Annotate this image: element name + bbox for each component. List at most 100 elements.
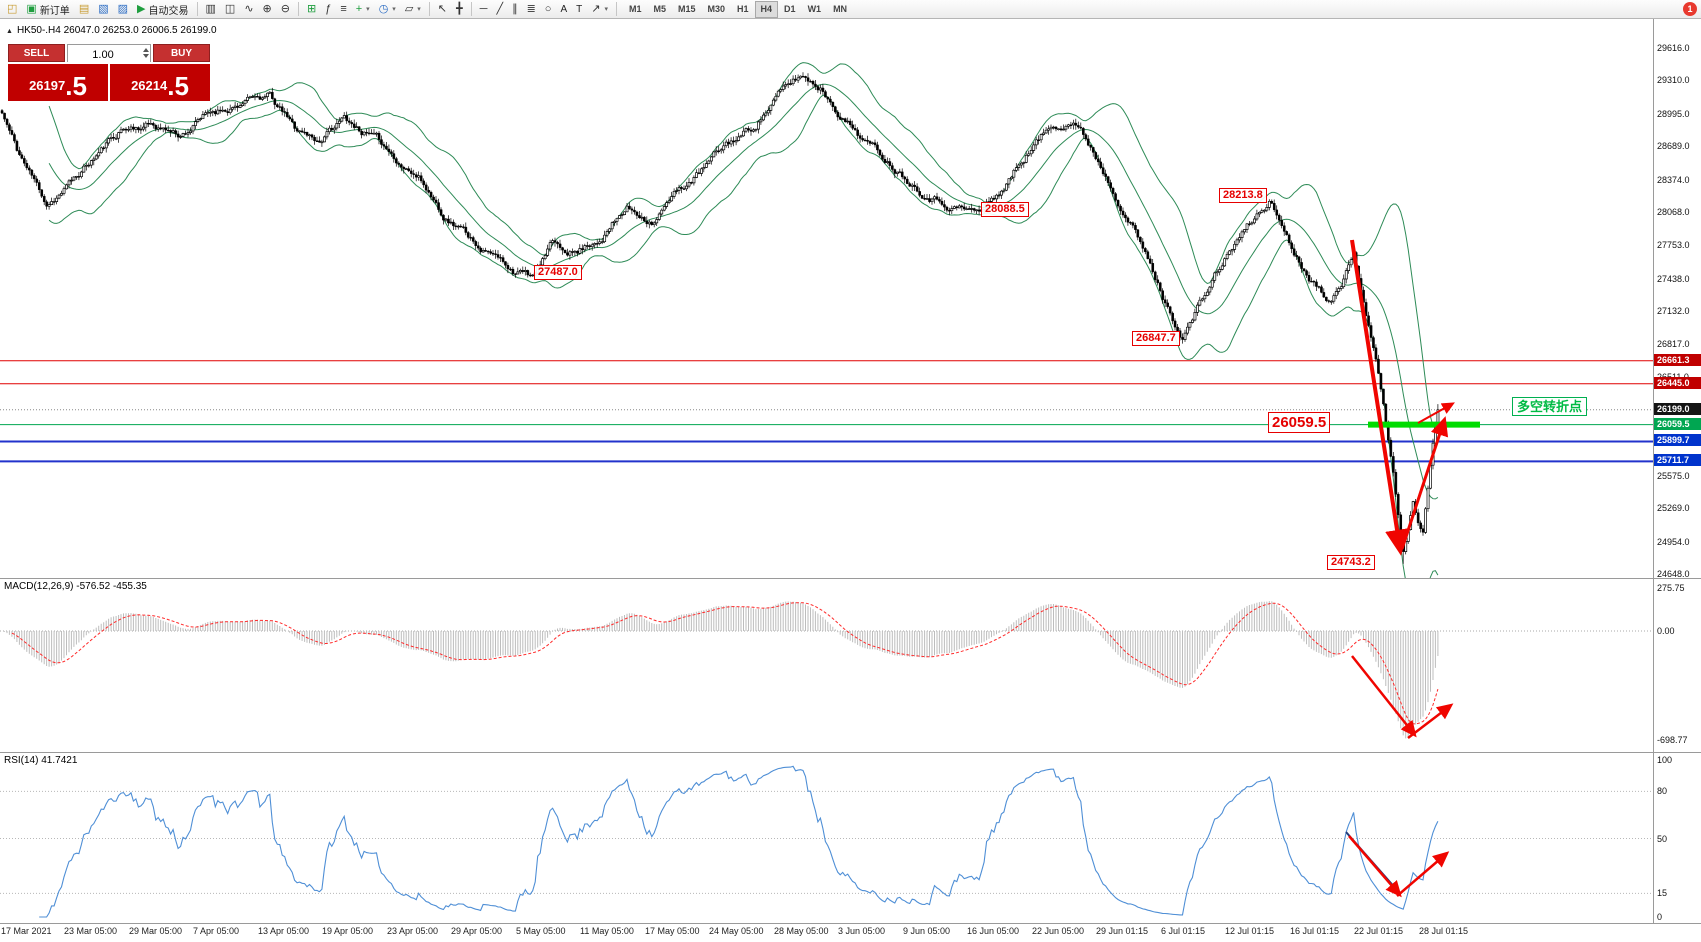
buy-button[interactable]: BUY: [153, 44, 210, 62]
price-tick-label: 27132.0: [1657, 306, 1690, 316]
price-tick-label: 29310.0: [1657, 75, 1690, 85]
autotrading-button[interactable]: ▶ 自动交易: [133, 1, 192, 18]
arrows-tool-button[interactable]: ↗ ▾: [587, 1, 612, 18]
date-tick-label: 7 Apr 05:00: [193, 926, 240, 936]
new-chart-button[interactable]: ◰: [3, 1, 21, 18]
terminal-button[interactable]: ▨: [114, 1, 132, 18]
tf-mn-button[interactable]: MN: [827, 1, 853, 18]
toolbar-separator: [428, 2, 430, 16]
price-annotation[interactable]: 28213.8: [1219, 188, 1267, 203]
date-tick-label: 28 Jul 01:15: [1419, 926, 1469, 936]
date-tick-label: 17 May 05:00: [645, 926, 700, 936]
add-indicator-icon: +: [355, 2, 363, 15]
price-annotation[interactable]: 24743.2: [1327, 555, 1375, 570]
zoom-out-button[interactable]: ⊖: [277, 1, 294, 18]
timeframe-bar: M1 M5 M15 M30 H1 H4 D1 W1 MN: [623, 0, 853, 18]
tf-m15-button[interactable]: M15: [672, 1, 702, 18]
navigator-icon: ▧: [98, 2, 109, 15]
tf-w1-button[interactable]: W1: [802, 1, 828, 18]
indicator-list-button[interactable]: ≡: [336, 1, 350, 18]
macd-tick-label: -698.77: [1657, 735, 1688, 745]
text-button[interactable]: A: [556, 1, 571, 18]
crosshair-icon: ╋: [456, 2, 463, 15]
date-tick-label: 24 May 05:00: [709, 926, 764, 936]
price-annotation[interactable]: 26059.5: [1268, 412, 1331, 433]
candlestick-chart-button[interactable]: ◫: [221, 1, 239, 18]
pane-separator[interactable]: [0, 752, 1701, 753]
line-chart-icon: ∿: [244, 2, 254, 15]
text-label-button[interactable]: T: [572, 1, 586, 18]
turning-point-note[interactable]: 多空转折点: [1512, 397, 1588, 416]
macd-pane[interactable]: [0, 578, 1653, 752]
tf-h4-button[interactable]: H4: [754, 0, 779, 18]
shapes-button[interactable]: ○: [541, 1, 556, 18]
volume-up-button[interactable]: [143, 45, 149, 52]
tile-windows-button[interactable]: ⊞: [303, 1, 320, 18]
price-tick-label: 24954.0: [1657, 537, 1690, 547]
price-annotation[interactable]: 27487.0: [534, 265, 582, 280]
terminal-icon: ▨: [117, 2, 129, 15]
buy-price-int: 26214: [131, 78, 168, 93]
date-tick-label: 16 Jul 01:15: [1290, 926, 1340, 936]
sell-button[interactable]: SELL: [8, 44, 65, 62]
indicators-icon: ƒ: [325, 2, 332, 15]
trendline-button[interactable]: ╱: [492, 1, 507, 18]
cursor-button[interactable]: ↖: [434, 1, 451, 18]
macd-chart: [0, 601, 1653, 739]
price-annotation[interactable]: 28088.5: [981, 202, 1029, 217]
templates-button[interactable]: ▱ ▾: [401, 1, 425, 18]
bar-chart-button[interactable]: ▥: [202, 1, 220, 18]
horizontal-line-button[interactable]: ─: [476, 1, 492, 18]
date-tick-label: 28 May 05:00: [774, 926, 829, 936]
crosshair-button[interactable]: ╋: [452, 1, 467, 18]
price-tick-label: 29616.0: [1657, 43, 1690, 53]
price-tick-label: 26817.0: [1657, 339, 1690, 349]
tf-d1-button[interactable]: D1: [778, 1, 802, 18]
navigator-button[interactable]: ▧: [94, 1, 112, 18]
tf-m30-button[interactable]: M30: [702, 1, 732, 18]
market-watch-button[interactable]: ▤: [75, 1, 93, 18]
line-chart-button[interactable]: ∿: [240, 1, 257, 18]
price-marker: 26199.0: [1654, 403, 1701, 415]
channel-button[interactable]: ∥: [508, 1, 522, 18]
price-scale[interactable]: 29616.0 29310.0 28995.0 28689.0 28374.0 28068…: [1653, 19, 1701, 923]
notification-badge[interactable]: 1: [1683, 2, 1697, 16]
autotrading-play-icon: ▶: [137, 2, 146, 15]
macd-indicator-label: MACD(12,26,9) -576.52 -455.35: [4, 581, 147, 592]
one-click-toggle-icon[interactable]: ▲: [6, 28, 13, 35]
date-tick-label: 29 Jun 01:15: [1096, 926, 1149, 936]
date-tick-label: 3 Jun 05:00: [838, 926, 886, 936]
fibonacci-button[interactable]: ≣: [523, 1, 540, 18]
sell-price[interactable]: 26197.5: [8, 64, 108, 101]
tile-windows-icon: ⊞: [306, 2, 317, 15]
main-chart-pane[interactable]: [0, 19, 1653, 578]
zoom-in-icon: ⊕: [262, 2, 272, 15]
time-axis[interactable]: 17 Mar 2021 23 Mar 05:00 29 Mar 05:00 7 Apr…: [0, 923, 1653, 942]
symbol-ohlc-text: HK50-.H4 26047.0 26253.0 26006.5 26199.0: [16, 25, 217, 36]
pane-separator[interactable]: [0, 578, 1701, 579]
price-tick-label: 28689.0: [1657, 141, 1690, 151]
market-watch-icon: ▤: [78, 2, 90, 15]
tf-h1-button[interactable]: H1: [731, 1, 755, 18]
volume-spinner: [143, 46, 149, 60]
new-order-button[interactable]: ▣ 新订单: [22, 1, 73, 18]
zoom-in-button[interactable]: ⊕: [259, 1, 276, 18]
buy-price[interactable]: 26214.5: [110, 64, 210, 101]
volume-down-button[interactable]: [143, 54, 149, 61]
add-indicator-button[interactable]: + ▾: [352, 1, 374, 18]
price-annotation[interactable]: 26847.7: [1132, 331, 1180, 346]
autotrading-label: 自动交易: [148, 5, 189, 17]
date-tick-label: 16 Jun 05:00: [967, 926, 1020, 936]
period-button[interactable]: ◷ ▾: [375, 1, 400, 18]
templates-icon: ▱: [404, 2, 414, 15]
tf-m5-button[interactable]: M5: [647, 1, 672, 18]
date-tick-label: 9 Jun 05:00: [903, 926, 951, 936]
indicators-button[interactable]: ƒ: [321, 1, 335, 18]
date-tick-label: 29 Apr 05:00: [451, 926, 503, 936]
indicator-list-icon: ≡: [340, 2, 347, 15]
tf-m1-button[interactable]: M1: [623, 1, 648, 18]
volume-input[interactable]: [68, 47, 150, 63]
price-marker: 26661.3: [1654, 354, 1701, 366]
rsi-pane[interactable]: [0, 752, 1653, 923]
